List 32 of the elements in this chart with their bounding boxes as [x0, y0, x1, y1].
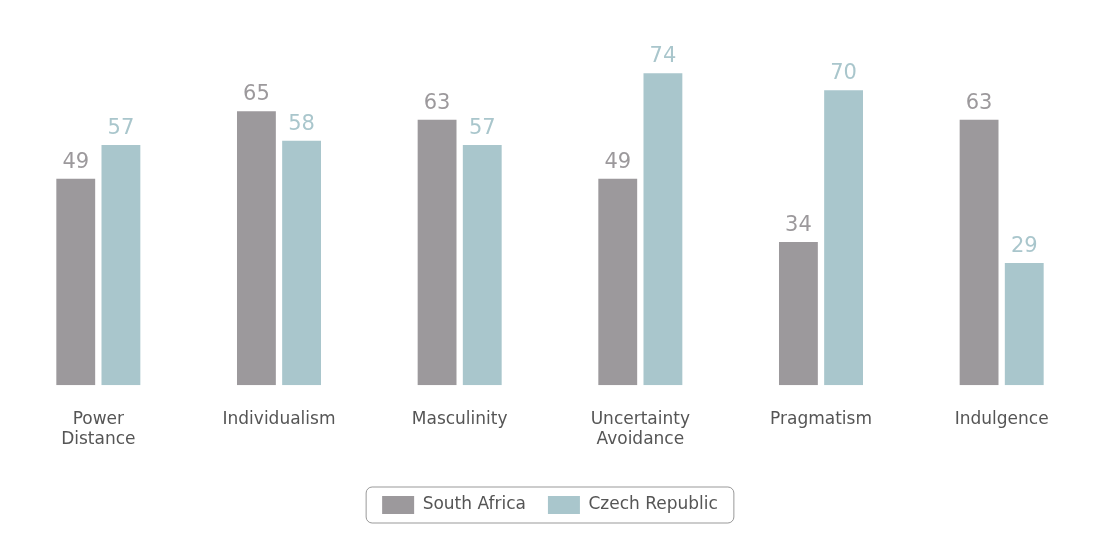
data-label: 63: [965, 89, 993, 114]
data-label: 49: [604, 148, 632, 173]
bar: [1004, 262, 1044, 386]
data-label: 34: [785, 211, 812, 236]
data-label: 58: [288, 110, 315, 135]
bar: [462, 144, 502, 386]
bar: [959, 119, 999, 386]
legend-label: South Africa: [422, 493, 526, 514]
x-tick-label: Uncertainty Avoidance: [590, 407, 690, 449]
x-tick-label: Masculinity: [411, 407, 508, 428]
data-label: 49: [62, 148, 90, 173]
bar: [282, 140, 322, 386]
bar: [643, 73, 683, 386]
data-label: 70: [830, 60, 857, 85]
data-label: 65: [243, 81, 270, 106]
x-tick-label: Power Distance: [61, 407, 136, 449]
bar: [598, 178, 638, 386]
x-tick-label: Indulgence: [954, 407, 1049, 428]
bar: [101, 144, 141, 386]
data-label: 57: [107, 114, 135, 139]
x-tick-label: Individualism: [222, 407, 336, 428]
legend-label: Czech Republic: [588, 493, 718, 514]
bar: [824, 90, 864, 386]
bar: [56, 178, 96, 386]
data-label: 63: [423, 89, 451, 114]
x-tick-label: Pragmatism: [770, 407, 872, 428]
bar: [237, 111, 276, 386]
data-label: 57: [468, 114, 496, 139]
bar: [779, 241, 818, 386]
bar: [417, 119, 457, 386]
data-label: 74: [649, 43, 677, 68]
data-label: 29: [1010, 232, 1038, 257]
